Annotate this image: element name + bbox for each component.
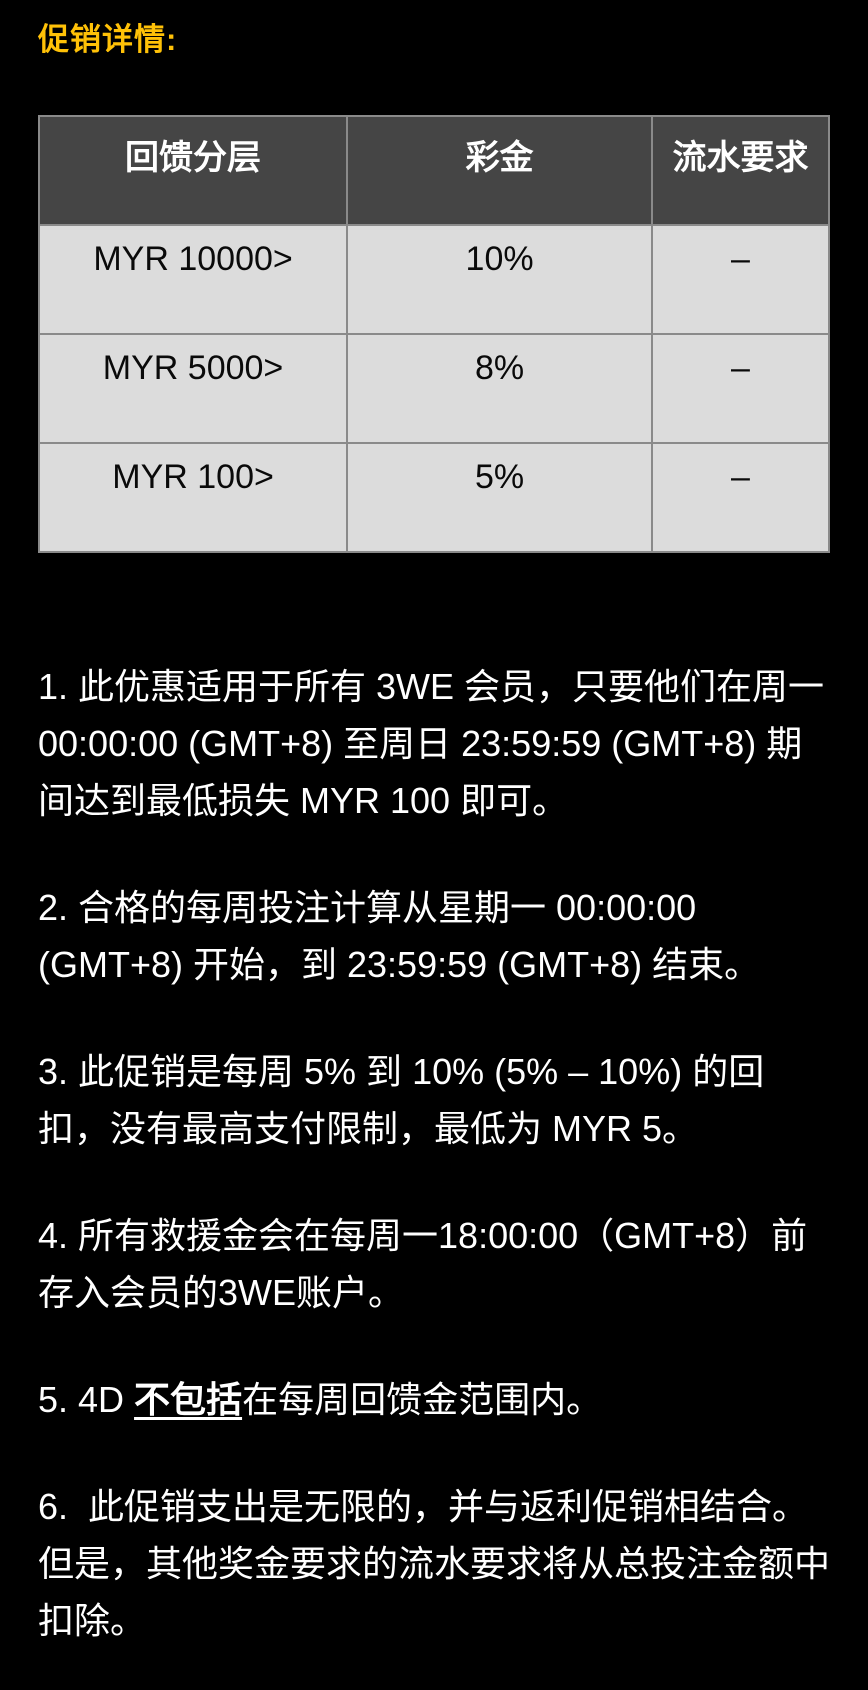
- tier-cell: MYR 5000>: [37, 333, 349, 444]
- turnover-cell: –: [651, 333, 830, 444]
- turnover-cell: –: [651, 442, 830, 553]
- term-item-5: 5. 4D 不包括在每周回馈金范围内。: [38, 1371, 830, 1428]
- term-item-1: 1. 此优惠适用于所有 3WE 会员，只要他们在周一 00:00:00 (GMT…: [38, 666, 835, 821]
- term-item-6: 6. 此促销支出是无限的，并与返利促销相结合。但是，其他奖金要求的流水要求将从总…: [38, 1486, 831, 1641]
- term-item-3: 3. 此促销是每周 5% 到 10% (5% – 10%) 的回扣，没有最高支付…: [38, 1051, 765, 1149]
- table-row: MYR 5000> 8% –: [37, 333, 830, 444]
- table-row: MYR 100> 5% –: [37, 442, 830, 553]
- table-row: MYR 10000> 10% –: [37, 224, 830, 335]
- column-header-bonus: 彩金: [346, 115, 654, 226]
- turnover-cell: –: [651, 224, 830, 335]
- term-5-suffix: 在每周回馈金范围内。: [242, 1379, 603, 1420]
- term-item-4: 4. 所有救援金会在每周一18:00:00（GMT+8）前存入会员的3WE账户。: [38, 1215, 808, 1313]
- table-header-row: 回馈分层 彩金 流水要求: [37, 115, 830, 226]
- term-5-prefix: 5. 4D: [38, 1379, 135, 1420]
- tier-cell: MYR 10000>: [37, 224, 349, 335]
- terms-list: 1. 此优惠适用于所有 3WE 会员，只要他们在周一 00:00:00 (GMT…: [38, 658, 830, 1649]
- page-title: 促销详情:: [38, 22, 178, 57]
- bonus-cell: 10%: [346, 224, 654, 335]
- column-header-rebate-tier: 回馈分层: [37, 115, 349, 226]
- tier-cell: MYR 100>: [37, 442, 349, 553]
- column-header-turnover-requirement: 流水要求: [651, 115, 830, 226]
- rebate-table: 回馈分层 彩金 流水要求 MYR 10000> 10% – MYR 5000> …: [37, 115, 830, 553]
- bonus-cell: 8%: [346, 333, 654, 444]
- term-item-2: 2. 合格的每周投注计算从星期一 00:00:00 (GMT+8) 开始，到 2…: [38, 887, 761, 985]
- bonus-cell: 5%: [346, 442, 654, 553]
- term-5-emphasis: 不包括: [134, 1379, 243, 1420]
